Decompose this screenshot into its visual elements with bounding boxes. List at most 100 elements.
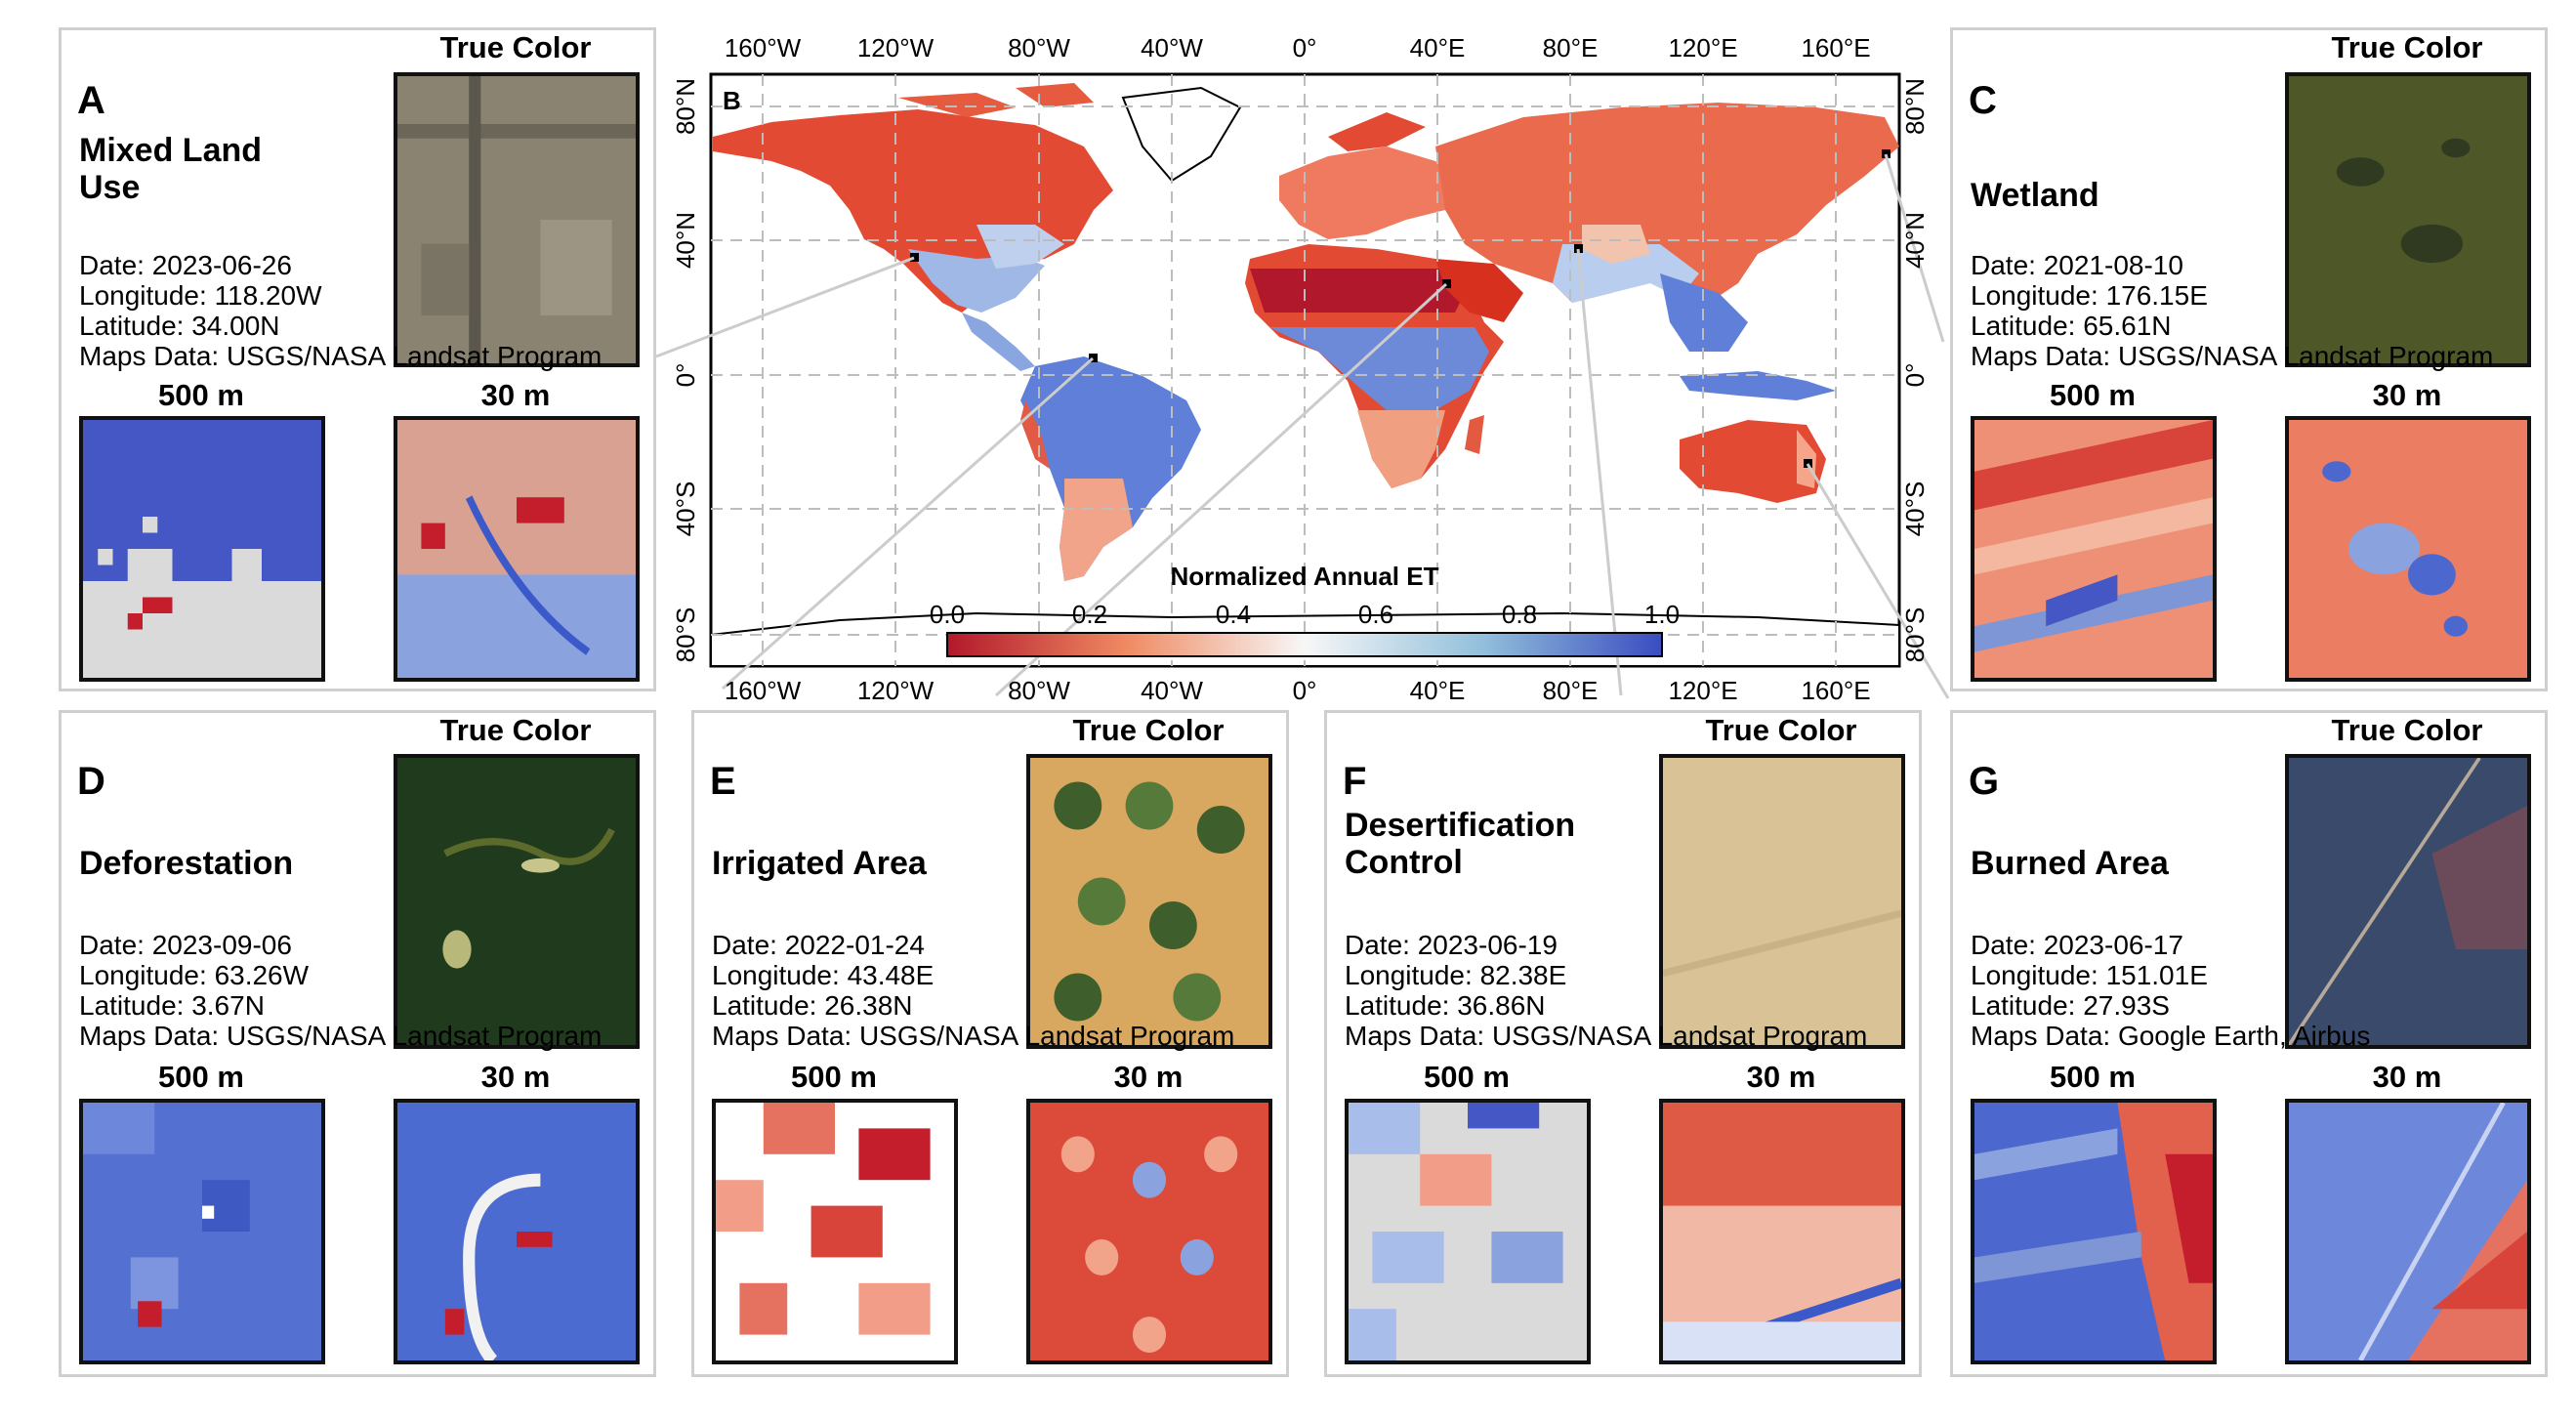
colorbar-tick: 0.6 — [1358, 600, 1393, 629]
greenland — [1121, 86, 1242, 183]
site-date: Date: 2023-06-17 — [1971, 930, 2183, 960]
res-30m-label: 30 m — [2372, 378, 2442, 412]
australia — [1680, 420, 1826, 503]
lon-tick: 40°W — [1141, 33, 1203, 63]
panel-f: F Desertification Control True Color Dat… — [1324, 710, 1922, 1377]
colorbar — [946, 632, 1663, 657]
true-color-image — [1659, 754, 1905, 1049]
panel-d: D Deforestation True Color Date: 2023-09… — [59, 710, 656, 1377]
map-credit: Maps Data: Google Earth, Airbus — [1971, 1021, 2371, 1051]
colorbar-tick: 0.4 — [1216, 600, 1251, 629]
lon-tick: 40°W — [1141, 676, 1203, 705]
site-latitude: Latitude: 26.38N — [712, 990, 913, 1021]
legend-title: Normalized Annual ET — [1171, 562, 1439, 591]
res-500m-label: 500 m — [1424, 1060, 1510, 1094]
res-30m-label: 30 m — [1113, 1060, 1184, 1094]
true-color-image — [394, 754, 640, 1049]
site-longitude: Longitude: 43.48E — [712, 960, 935, 990]
marker-c — [1882, 149, 1890, 158]
res-500m-label: 500 m — [158, 378, 244, 412]
lon-tick: 0° — [1293, 33, 1317, 63]
lon-tick: 0° — [1293, 676, 1317, 705]
res-30m-label: 30 m — [2372, 1060, 2442, 1094]
et-30m-image — [394, 1099, 640, 1364]
true-color-label: True Color — [439, 713, 592, 747]
lon-tick: 160°E — [1801, 676, 1870, 705]
true-color-label: True Color — [1072, 713, 1225, 747]
lat-tick: 0° — [671, 363, 700, 388]
site-latitude: Latitude: 34.00N — [79, 311, 280, 341]
panel-letter: A — [77, 79, 105, 122]
site-date: Date: 2023-06-26 — [79, 250, 292, 280]
res-500m-label: 500 m — [158, 1060, 244, 1094]
et-500m-image — [1971, 416, 2217, 682]
true-color-image — [1026, 754, 1272, 1049]
panel-title: Irrigated Area — [712, 845, 927, 882]
et-30m-image — [2285, 416, 2531, 682]
lon-tick: 120°E — [1668, 33, 1737, 63]
lat-tick: 0° — [1900, 363, 1930, 388]
et-30m-image — [1659, 1099, 1905, 1364]
panel-letter: E — [710, 760, 736, 803]
panel-letter: D — [77, 760, 105, 803]
panel-a: A Mixed Land Use True Color Date: 2023-0… — [59, 27, 656, 691]
site-date: Date: 2022-01-24 — [712, 930, 925, 960]
res-30m-label: 30 m — [480, 378, 551, 412]
site-info: Date: 2023-06-19 Longitude: 82.38E Latit… — [1345, 930, 1867, 1051]
et-500m-image — [1971, 1099, 2217, 1364]
et-500m-image — [79, 1099, 325, 1364]
et-500m-image — [1345, 1099, 1591, 1364]
lon-tick: 80°E — [1543, 676, 1599, 705]
map-credit: Maps Data: USGS/NASA Landsat Program — [79, 1021, 602, 1051]
true-color-label: True Color — [1705, 713, 1857, 747]
et-500m-image — [79, 416, 325, 682]
site-longitude: Longitude: 82.38E — [1345, 960, 1567, 990]
marker-f — [1574, 244, 1583, 253]
res-30m-label: 30 m — [1746, 1060, 1816, 1094]
site-latitude: Latitude: 65.61N — [1971, 311, 2172, 341]
site-longitude: Longitude: 63.26W — [79, 960, 310, 990]
marker-d — [1089, 354, 1098, 362]
site-date: Date: 2023-09-06 — [79, 930, 292, 960]
marker-e — [1442, 279, 1451, 288]
site-latitude: Latitude: 3.67N — [79, 990, 265, 1021]
africa — [1245, 244, 1504, 488]
site-info: Date: 2023-06-17 Longitude: 151.01E Lati… — [1971, 930, 2370, 1051]
lon-tick: 120°W — [857, 33, 935, 63]
panel-title: Wetland — [1971, 177, 2099, 214]
lon-tick: 80°W — [1008, 33, 1070, 63]
panel-letter: G — [1969, 760, 2000, 803]
site-longitude: Longitude: 118.20W — [79, 280, 322, 311]
et-30m-image — [1026, 1099, 1272, 1364]
site-info: Date: 2022-01-24 Longitude: 43.48E Latit… — [712, 930, 1234, 1051]
panel-letter: F — [1343, 760, 1367, 803]
site-info: Date: 2021-08-10 Longitude: 176.15E Lati… — [1971, 250, 2493, 371]
colorbar-tick: 0.2 — [1072, 600, 1107, 629]
europe — [1279, 146, 1465, 239]
true-color-label: True Color — [439, 30, 592, 64]
south-america — [1020, 356, 1201, 581]
true-color-image — [2285, 754, 2531, 1049]
map-credit: Maps Data: USGS/NASA Landsat Program — [712, 1021, 1235, 1051]
panel-letter-b: B — [723, 86, 741, 115]
lon-tick: 160°E — [1801, 33, 1870, 63]
marker-g — [1804, 459, 1812, 468]
panel-title: Deforestation — [79, 845, 294, 882]
lon-tick: 120°E — [1668, 676, 1737, 705]
map-credit: Maps Data: USGS/NASA Landsat Program — [1971, 341, 2494, 371]
true-color-image — [2285, 72, 2531, 367]
map-land — [711, 83, 1899, 666]
panel-g: G Burned Area True Color Date: 2023-06-1… — [1950, 710, 2548, 1377]
site-date: Date: 2021-08-10 — [1971, 250, 2183, 280]
lon-ticks-bottom: 160°W 120°W 80°W 40°W 0° 40°E 80°E 120°E… — [725, 676, 1871, 705]
site-markers — [910, 149, 1890, 468]
res-30m-label: 30 m — [480, 1060, 551, 1094]
lon-tick: 160°W — [725, 33, 802, 63]
panel-title: Burned Area — [1971, 845, 2169, 882]
lon-tick: 80°E — [1543, 33, 1599, 63]
colorbar-ticks: 0.0 0.2 0.4 0.6 0.8 1.0 — [930, 600, 1680, 629]
et-30m-image — [2285, 1099, 2531, 1364]
lat-ticks-right: 80°N 40°N 0° 40°S 80°S — [1900, 78, 1930, 662]
panel-title: Desertification Control — [1345, 807, 1576, 881]
et-30m-image — [394, 416, 640, 682]
